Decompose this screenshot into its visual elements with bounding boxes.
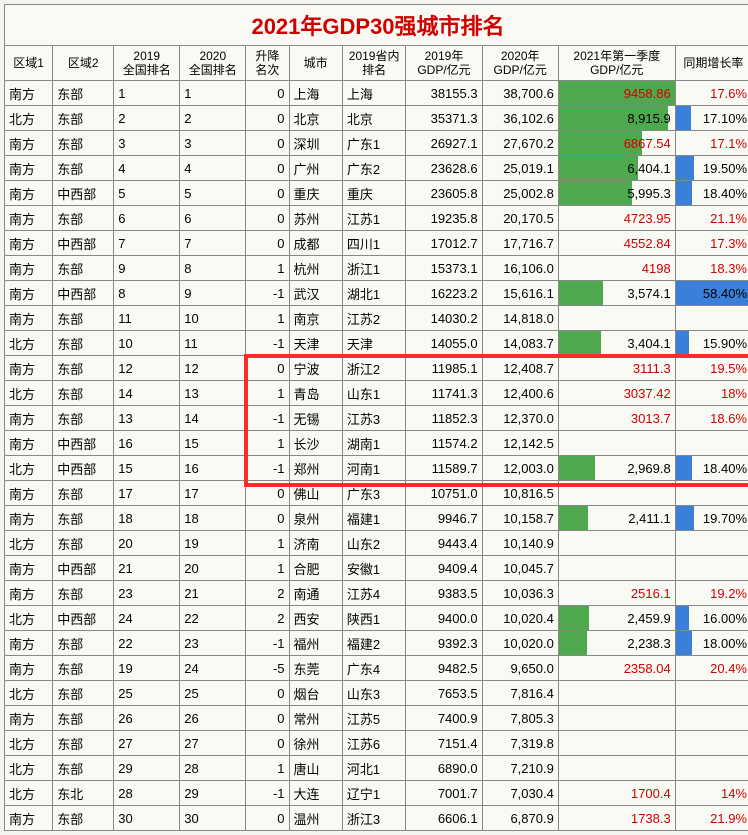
table-row: 南方东部981杭州浙江115373.116,106.0419818.3% (5, 256, 748, 281)
col-header: 同期增长率 (675, 46, 748, 81)
page-title: 2021年GDP30强城市排名 (4, 4, 748, 45)
table-row: 南方东部12120宁波浙江211985.112,408.73111.319.5% (5, 356, 748, 381)
table-row: 南方中西部550重庆重庆23605.825,002.85,995.318.40% (5, 181, 748, 206)
table-row: 南方东部1924-5东莞广东49482.59,650.02358.0420.4% (5, 656, 748, 681)
table-row: 北方东北2829-1大连辽宁17001.77,030.41700.414% (5, 781, 748, 806)
col-header: 2020年GDP/亿元 (482, 46, 558, 81)
col-header: 2019全国排名 (114, 46, 180, 81)
table-row: 南方中西部16151长沙湖南111574.212,142.5 (5, 431, 748, 456)
col-header: 2020全国排名 (180, 46, 246, 81)
table-header: 区域1区域22019全国排名2020全国排名升降名次城市2019省内排名2019… (5, 46, 748, 81)
col-header: 城市 (289, 46, 342, 81)
table-row: 北方东部25250烟台山东37653.57,816.4 (5, 681, 748, 706)
table-row: 北方中西部1516-1郑州河南111589.712,003.02,969.818… (5, 456, 748, 481)
table-row: 南方东部2223-1福州福建29392.310,020.02,238.318.0… (5, 631, 748, 656)
col-header: 2019年GDP/亿元 (406, 46, 482, 81)
table-row: 北方东部220北京北京35371.336,102.68,915.917.10% (5, 106, 748, 131)
col-header: 2019省内排名 (342, 46, 406, 81)
table-row: 北方东部1011-1天津天津14055.014,083.73,404.115.9… (5, 331, 748, 356)
table-row: 北方中西部24222西安陕西19400.010,020.42,459.916.0… (5, 606, 748, 631)
table-row: 北方东部27270徐州江苏67151.47,319.8 (5, 731, 748, 756)
table-row: 北方东部20191济南山东29443.410,140.9 (5, 531, 748, 556)
gdp-table: 区域1区域22019全国排名2020全国排名升降名次城市2019省内排名2019… (4, 45, 748, 831)
table-row: 南方东部23212南通江苏49383.510,036.32516.119.2% (5, 581, 748, 606)
col-header: 升降名次 (246, 46, 289, 81)
table-row: 南方中西部21201合肥安徽19409.410,045.7 (5, 556, 748, 581)
table-row: 南方东部330深圳广东126927.127,670.26867.5417.1% (5, 131, 748, 156)
table-row: 南方东部17170佛山广东310751.010,816.5 (5, 481, 748, 506)
table-row: 南方东部110上海上海38155.338,700.69458.8617.6% (5, 81, 748, 106)
table-row: 南方东部18180泉州福建19946.710,158.72,411.119.70… (5, 506, 748, 531)
table-row: 南方东部26260常州江苏57400.97,805.3 (5, 706, 748, 731)
table-row: 北方东部14131青岛山东111741.312,400.63037.4218% (5, 381, 748, 406)
table-row: 南方东部1314-1无锡江苏311852.312,370.03013.718.6… (5, 406, 748, 431)
table-row: 南方中西部89-1武汉湖北116223.215,616.13,574.158.4… (5, 281, 748, 306)
col-header: 区域1 (5, 46, 53, 81)
table-row: 南方中西部770成都四川117012.717,716.74552.8417.3% (5, 231, 748, 256)
table-row: 南方东部440广州广东223628.625,019.16,404.119.50% (5, 156, 748, 181)
table-row: 南方东部660苏州江苏119235.820,170.54723.9521.1% (5, 206, 748, 231)
table-row: 南方东部30300温州浙江36606.16,870.91738.321.9% (5, 806, 748, 831)
col-header: 2021年第一季度GDP/亿元 (558, 46, 675, 81)
table-row: 北方东部29281唐山河北16890.07,210.9 (5, 756, 748, 781)
col-header: 区域2 (53, 46, 114, 81)
table-row: 南方东部11101南京江苏214030.214,818.0 (5, 306, 748, 331)
